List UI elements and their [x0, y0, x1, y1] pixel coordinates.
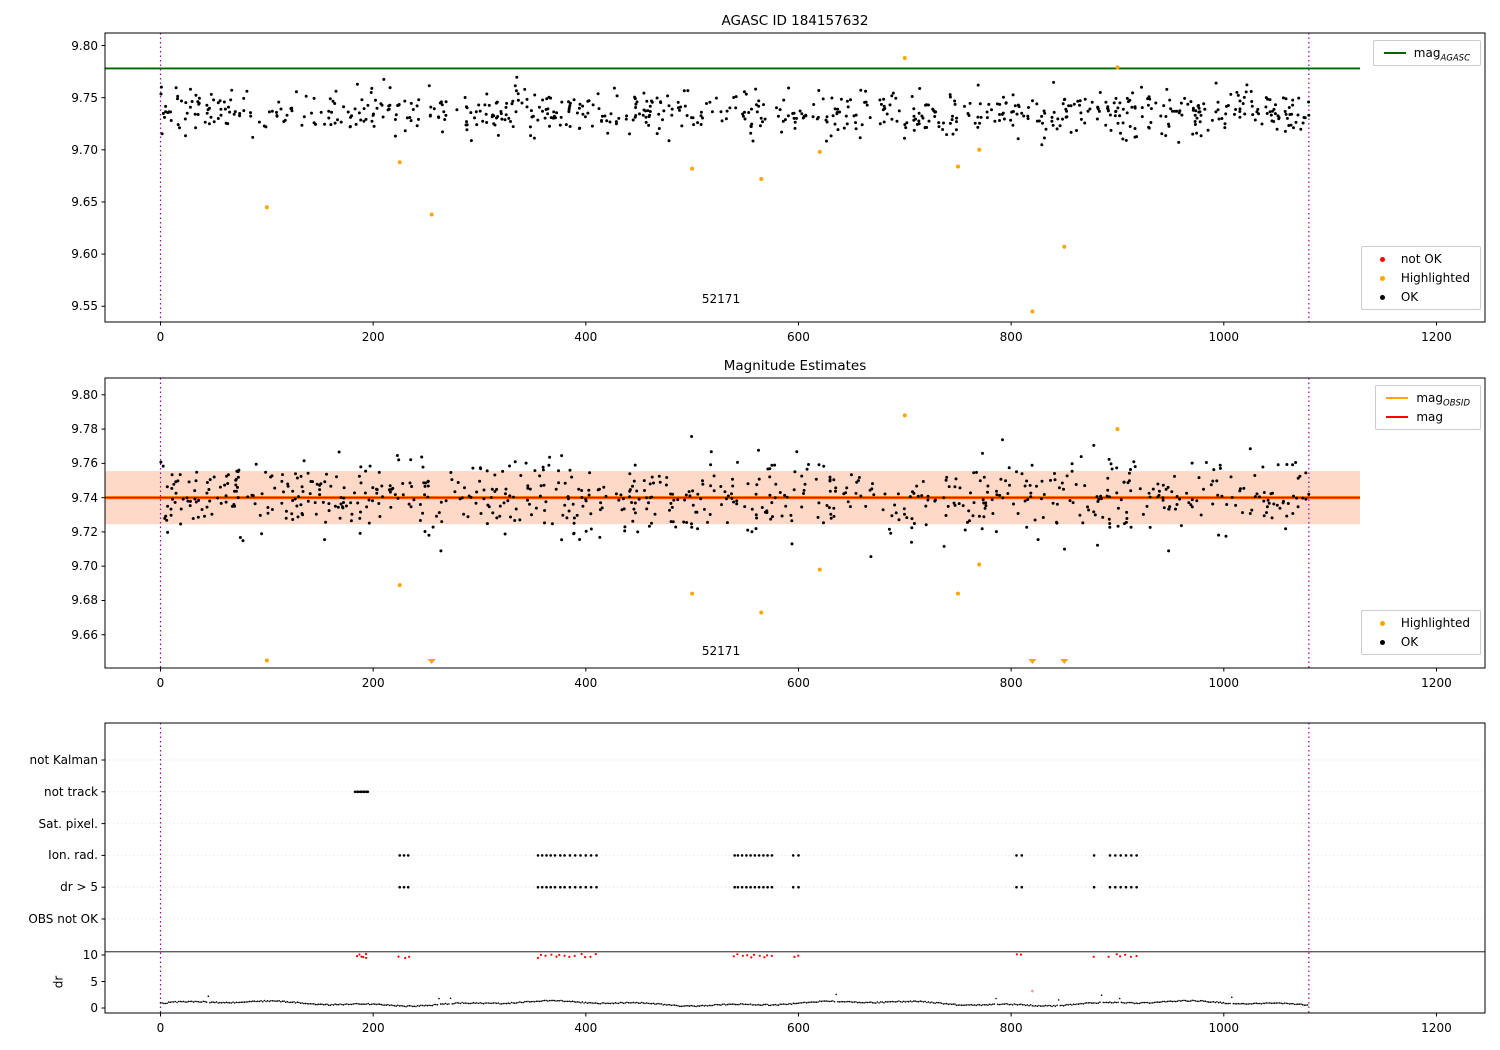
mag-agasc-line-swatch [1383, 52, 1406, 54]
x-tick-label: 1000 [1208, 330, 1240, 344]
x-tick-label: 0 [156, 330, 165, 344]
x-tick-label: 400 [574, 676, 598, 690]
obsid-annotation-mid: 52171 [701, 644, 741, 658]
x-tick-label: 800 [999, 330, 1023, 344]
x-tick-label: 1200 [1421, 1021, 1452, 1035]
x-tick-label: 800 [999, 1021, 1023, 1035]
y-tick-label: 9.80 [71, 387, 98, 402]
legend-label-ok: OK [1400, 290, 1419, 304]
x-tick-label: 1000 [1208, 676, 1240, 690]
x-tick-label: 200 [361, 330, 385, 344]
y-tick-label: 9.75 [71, 90, 98, 105]
x-tick-label: 0 [156, 676, 165, 690]
y-tick-label: 9.68 [71, 593, 98, 608]
y-tick-label: 9.80 [71, 38, 98, 53]
legend-item-mag-agasc: magAGASC [1383, 46, 1470, 64]
legend-point-classes-top: not OK Highlighted OK [1360, 246, 1481, 310]
x-tick-label: 200 [361, 1021, 385, 1035]
legend-item-not-ok: not OK [1372, 252, 1470, 266]
y-tick-label: 9.70 [71, 142, 98, 157]
y-tick-label: 9.70 [71, 559, 98, 574]
x-tick-label: 0 [156, 1021, 165, 1035]
legend-label-mag-agasc: magAGASC [1413, 46, 1470, 64]
y-tick-label: 9.65 [71, 194, 98, 209]
dr-tick-label: 10 [82, 948, 98, 962]
flag-label: not Kalman [29, 753, 98, 767]
legend-item-highlighted: Highlighted [1372, 271, 1470, 285]
flag-label: Sat. pixel. [38, 816, 98, 831]
y-tick-label: 9.76 [71, 456, 98, 471]
legend-label-ok-mid: OK [1400, 635, 1419, 649]
dr-tick-label: 0 [90, 1001, 98, 1015]
legend-item-mag: mag [1386, 410, 1470, 424]
flag-label: OBS not OK [28, 912, 98, 926]
flag-label: Ion. rad. [48, 848, 98, 863]
y-tick-label: 9.60 [71, 247, 98, 262]
ok-dot-swatch-mid [1379, 639, 1385, 645]
flag-label: not track [43, 784, 98, 799]
mag-line-swatch [1386, 416, 1409, 418]
x-tick-label: 600 [787, 330, 810, 344]
legend-label-not-ok: not OK [1400, 252, 1442, 266]
legend-point-classes-mid: Highlighted OK [1360, 610, 1481, 655]
x-tick-label: 800 [999, 676, 1023, 690]
plot-title-mid: Magnitude Estimates [723, 358, 867, 374]
y-tick-label: 9.55 [71, 299, 98, 314]
legend-label-mag-obsid: magOBSID [1416, 391, 1470, 409]
legend-item-ok-mid: OK [1372, 635, 1470, 649]
not-ok-dot-swatch [1379, 256, 1385, 262]
x-tick-label: 1000 [1208, 1021, 1240, 1035]
dr-tick-label: 5 [90, 974, 98, 989]
highlighted-dot-swatch [1379, 275, 1385, 281]
dr-axis-label: dr [51, 975, 66, 989]
x-tick-label: 600 [787, 1021, 810, 1035]
y-tick-label: 9.66 [71, 627, 98, 642]
ok-dot-swatch [1379, 294, 1385, 300]
x-tick-label: 1200 [1421, 330, 1452, 344]
x-tick-label: 600 [787, 676, 810, 690]
legend-label-mag: mag [1416, 410, 1444, 424]
highlighted-dot-swatch-mid [1379, 620, 1385, 626]
mag-obsid-line-swatch [1386, 397, 1409, 399]
legend-item-mag-obsid: magOBSID [1386, 391, 1470, 409]
legend-mag-lines: magOBSID mag [1375, 385, 1481, 430]
legend-label-highlighted: Highlighted [1400, 271, 1470, 285]
x-tick-label: 200 [361, 676, 385, 690]
y-tick-label: 9.74 [71, 490, 98, 505]
legend-label-highlighted-mid: Highlighted [1400, 616, 1470, 630]
x-tick-label: 1200 [1421, 676, 1452, 690]
legend-mag-agasc: magAGASC [1372, 40, 1481, 66]
y-tick-label: 9.78 [71, 422, 98, 437]
flag-label: dr > 5 [60, 880, 98, 895]
x-tick-label: 400 [574, 330, 598, 344]
legend-item-highlighted-mid: Highlighted [1372, 616, 1470, 630]
x-tick-label: 400 [574, 1021, 598, 1035]
legend-item-ok: OK [1372, 290, 1470, 304]
y-tick-label: 9.72 [71, 524, 98, 539]
obsid-annotation-top: 52171 [701, 292, 741, 306]
plot-title-top: AGASC ID 184157632 [721, 13, 869, 29]
